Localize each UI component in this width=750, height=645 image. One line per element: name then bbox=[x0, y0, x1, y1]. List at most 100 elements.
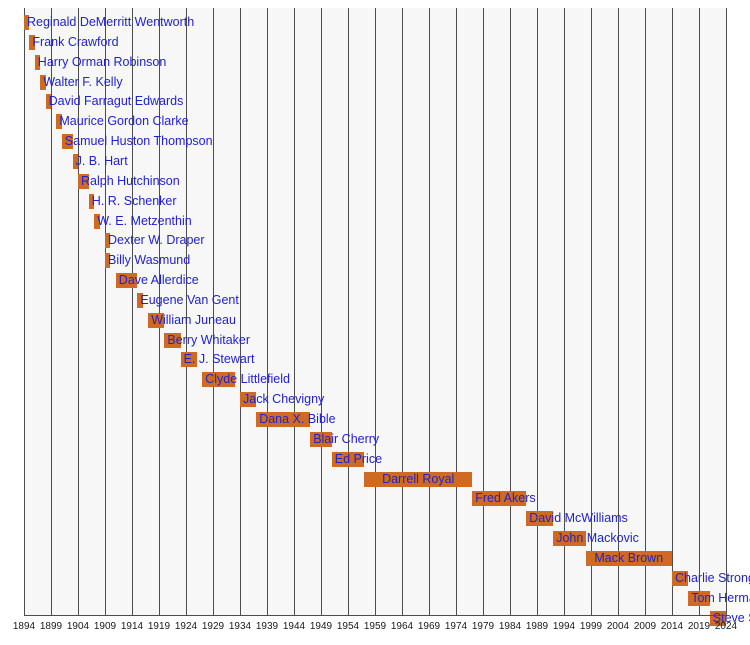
gantt-bar[interactable] bbox=[56, 114, 62, 130]
gantt-row[interactable]: Jack Chevigny bbox=[24, 389, 726, 409]
gridline bbox=[186, 8, 187, 615]
gantt-bar-label: John Mackovic bbox=[556, 531, 639, 546]
gantt-bar[interactable] bbox=[24, 15, 30, 30]
gridline bbox=[645, 8, 646, 615]
x-tick-label: 1974 bbox=[444, 621, 468, 632]
gantt-row[interactable]: Maurice Gordon Clarke bbox=[24, 111, 726, 131]
gantt-bar-label: Billy Wasmund bbox=[108, 253, 191, 268]
gantt-bar[interactable] bbox=[240, 392, 257, 408]
gantt-row[interactable]: Dana X. Bible bbox=[24, 409, 726, 429]
gantt-bar-label: Samuel Huston Thompson bbox=[64, 134, 213, 149]
x-tick-label: 1929 bbox=[201, 621, 225, 632]
gantt-row[interactable]: Reginald DeMerritt Wentworth bbox=[24, 12, 726, 32]
gridline bbox=[321, 8, 322, 615]
gantt-bar-label: Clyde Littlefield bbox=[205, 372, 290, 387]
gridline bbox=[726, 8, 727, 615]
gantt-bar[interactable] bbox=[331, 451, 365, 467]
gantt-row[interactable]: H. R. Schenker bbox=[24, 191, 726, 211]
gantt-row[interactable]: Samuel Huston Thompson bbox=[24, 131, 726, 151]
gridline bbox=[375, 8, 376, 615]
gantt-bar-label: Maurice Gordon Clarke bbox=[59, 114, 189, 129]
gridline bbox=[429, 8, 430, 615]
gridline bbox=[51, 8, 52, 615]
gantt-row[interactable]: Darrell Royal bbox=[24, 469, 726, 489]
gantt-bar-label: Dana X. Bible bbox=[259, 412, 336, 426]
gantt-row[interactable]: W. E. Metzenthin bbox=[24, 211, 726, 231]
x-tick-label: 1969 bbox=[417, 621, 441, 632]
gridline bbox=[78, 8, 79, 615]
gantt-bar[interactable] bbox=[709, 610, 726, 626]
gantt-bar[interactable] bbox=[105, 233, 111, 249]
gridline bbox=[213, 8, 214, 615]
gantt-row[interactable]: William Juneau bbox=[24, 310, 726, 330]
gantt-bar[interactable] bbox=[40, 74, 46, 90]
gantt-bar[interactable] bbox=[34, 54, 41, 70]
gantt-row[interactable]: Ralph Hutchinson bbox=[24, 171, 726, 191]
gantt-bar[interactable] bbox=[164, 332, 181, 348]
gantt-bar-label: E. J. Stewart bbox=[183, 352, 255, 367]
gantt-row[interactable]: Fred Akers bbox=[24, 488, 726, 508]
gantt-bar[interactable] bbox=[45, 94, 51, 110]
gridline bbox=[537, 8, 538, 615]
gantt-bar-label: Mack Brown bbox=[594, 550, 664, 565]
gantt-row[interactable]: Frank Crawford bbox=[24, 32, 726, 52]
gantt-bar-label: Frank Crawford bbox=[32, 34, 119, 49]
gantt-bar[interactable] bbox=[148, 312, 165, 328]
gantt-bar[interactable] bbox=[202, 372, 235, 388]
gantt-bar[interactable] bbox=[585, 550, 672, 566]
gantt-bar[interactable] bbox=[78, 173, 89, 189]
gantt-bar[interactable] bbox=[29, 34, 35, 50]
gantt-row[interactable]: Ed Price bbox=[24, 449, 726, 469]
x-tick-label: 1914 bbox=[120, 621, 144, 632]
gantt-row[interactable]: John Mackovic bbox=[24, 528, 726, 548]
gantt-row[interactable]: Eugene Van Gent bbox=[24, 290, 726, 310]
gantt-row[interactable]: Charlie Strong bbox=[24, 568, 750, 588]
x-tick-label: 1909 bbox=[93, 621, 117, 632]
gantt-row[interactable]: Tom Herman bbox=[24, 588, 750, 608]
gantt-row[interactable]: Clyde Littlefield bbox=[24, 369, 726, 389]
gantt-bar[interactable] bbox=[61, 134, 73, 150]
gantt-bar[interactable] bbox=[72, 153, 78, 169]
gantt-bar[interactable] bbox=[256, 412, 311, 427]
gridline bbox=[348, 8, 349, 615]
gantt-bar[interactable] bbox=[472, 491, 527, 507]
gantt-bar-label: W. E. Metzenthin bbox=[97, 213, 192, 228]
gantt-bar[interactable] bbox=[88, 193, 95, 209]
gantt-bar[interactable] bbox=[180, 352, 197, 368]
x-tick-label: 1944 bbox=[282, 621, 306, 632]
gantt-row[interactable]: Steve Sarkisian bbox=[24, 608, 750, 628]
gantt-row[interactable]: David McWilliams bbox=[24, 508, 726, 528]
gantt-bar[interactable] bbox=[364, 471, 473, 487]
gantt-bar[interactable] bbox=[94, 213, 100, 229]
gridline bbox=[510, 8, 511, 615]
gantt-row[interactable]: Dave Allerdice bbox=[24, 270, 726, 290]
gantt-row[interactable]: Harry Orman Robinson bbox=[24, 52, 726, 72]
gantt-row[interactable]: David Farragut Edwards bbox=[24, 91, 726, 111]
x-tick-label: 1984 bbox=[498, 621, 522, 632]
gantt-bar[interactable] bbox=[526, 511, 554, 527]
gantt-row[interactable]: Walter F. Kelly bbox=[24, 72, 726, 92]
gantt-bar[interactable] bbox=[553, 531, 586, 547]
gantt-bar[interactable] bbox=[310, 431, 332, 447]
x-tick-label: 1994 bbox=[552, 621, 576, 632]
gantt-row[interactable]: Blair Cherry bbox=[24, 429, 726, 449]
gantt-bar[interactable] bbox=[105, 253, 111, 269]
gantt-bar[interactable] bbox=[688, 590, 710, 606]
x-tick-label: 1954 bbox=[336, 621, 360, 632]
gantt-row[interactable]: J. B. Hart bbox=[24, 151, 726, 171]
gantt-bar[interactable] bbox=[115, 273, 138, 289]
gantt-row[interactable]: Dexter W. Draper bbox=[24, 230, 726, 250]
gantt-bar[interactable] bbox=[137, 292, 143, 308]
gantt-row[interactable]: Berry Whitaker bbox=[24, 330, 726, 350]
gantt-row[interactable]: Mack Brown bbox=[24, 548, 726, 568]
gantt-bar-label: Tom Herman bbox=[691, 590, 750, 605]
gantt-bar[interactable] bbox=[672, 570, 689, 586]
gridline bbox=[591, 8, 592, 615]
gantt-row[interactable]: E. J. Stewart bbox=[24, 349, 726, 369]
x-tick-label: 1894 bbox=[12, 621, 36, 632]
x-tick-label: 1939 bbox=[255, 621, 279, 632]
gantt-row[interactable]: Billy Wasmund bbox=[24, 250, 726, 270]
x-tick-label: 2019 bbox=[687, 621, 711, 632]
x-tick-label: 1959 bbox=[363, 621, 387, 632]
